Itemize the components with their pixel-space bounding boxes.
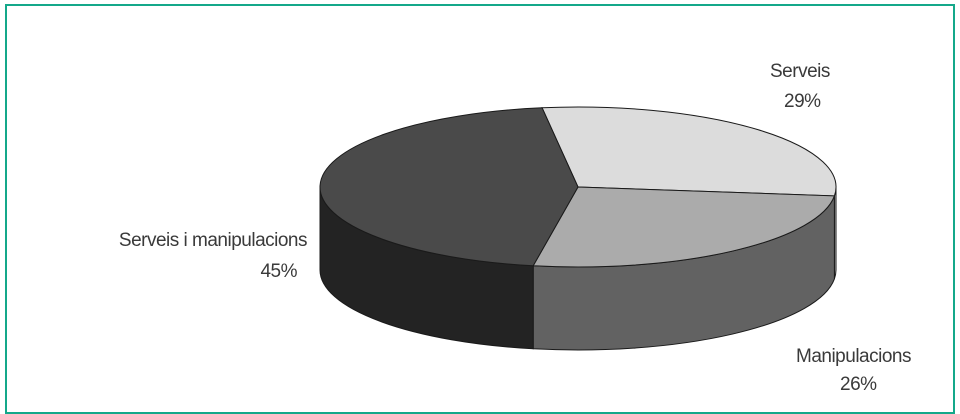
pie-tops — [319, 106, 837, 268]
pie-slice-manipulacions — [532, 186, 836, 268]
pie-slice-serveis — [541, 106, 837, 197]
slice-value-serveis: 29% — [784, 91, 821, 112]
slice-value-manipulacions: 26% — [840, 374, 877, 395]
slice-label-serveis-i-manipulacions: Serveis i manipulacions — [119, 230, 307, 251]
pie-chart: Serveis 29% Manipulacions 26% Serveis i … — [119, 61, 912, 395]
slice-label-manipulacions: Manipulacions — [796, 346, 911, 367]
pie-slice-serveis-i-manipulacions — [319, 107, 579, 267]
slice-label-serveis: Serveis — [770, 61, 830, 82]
slice-value-serveis-i-manipulacions: 45% — [260, 261, 297, 282]
